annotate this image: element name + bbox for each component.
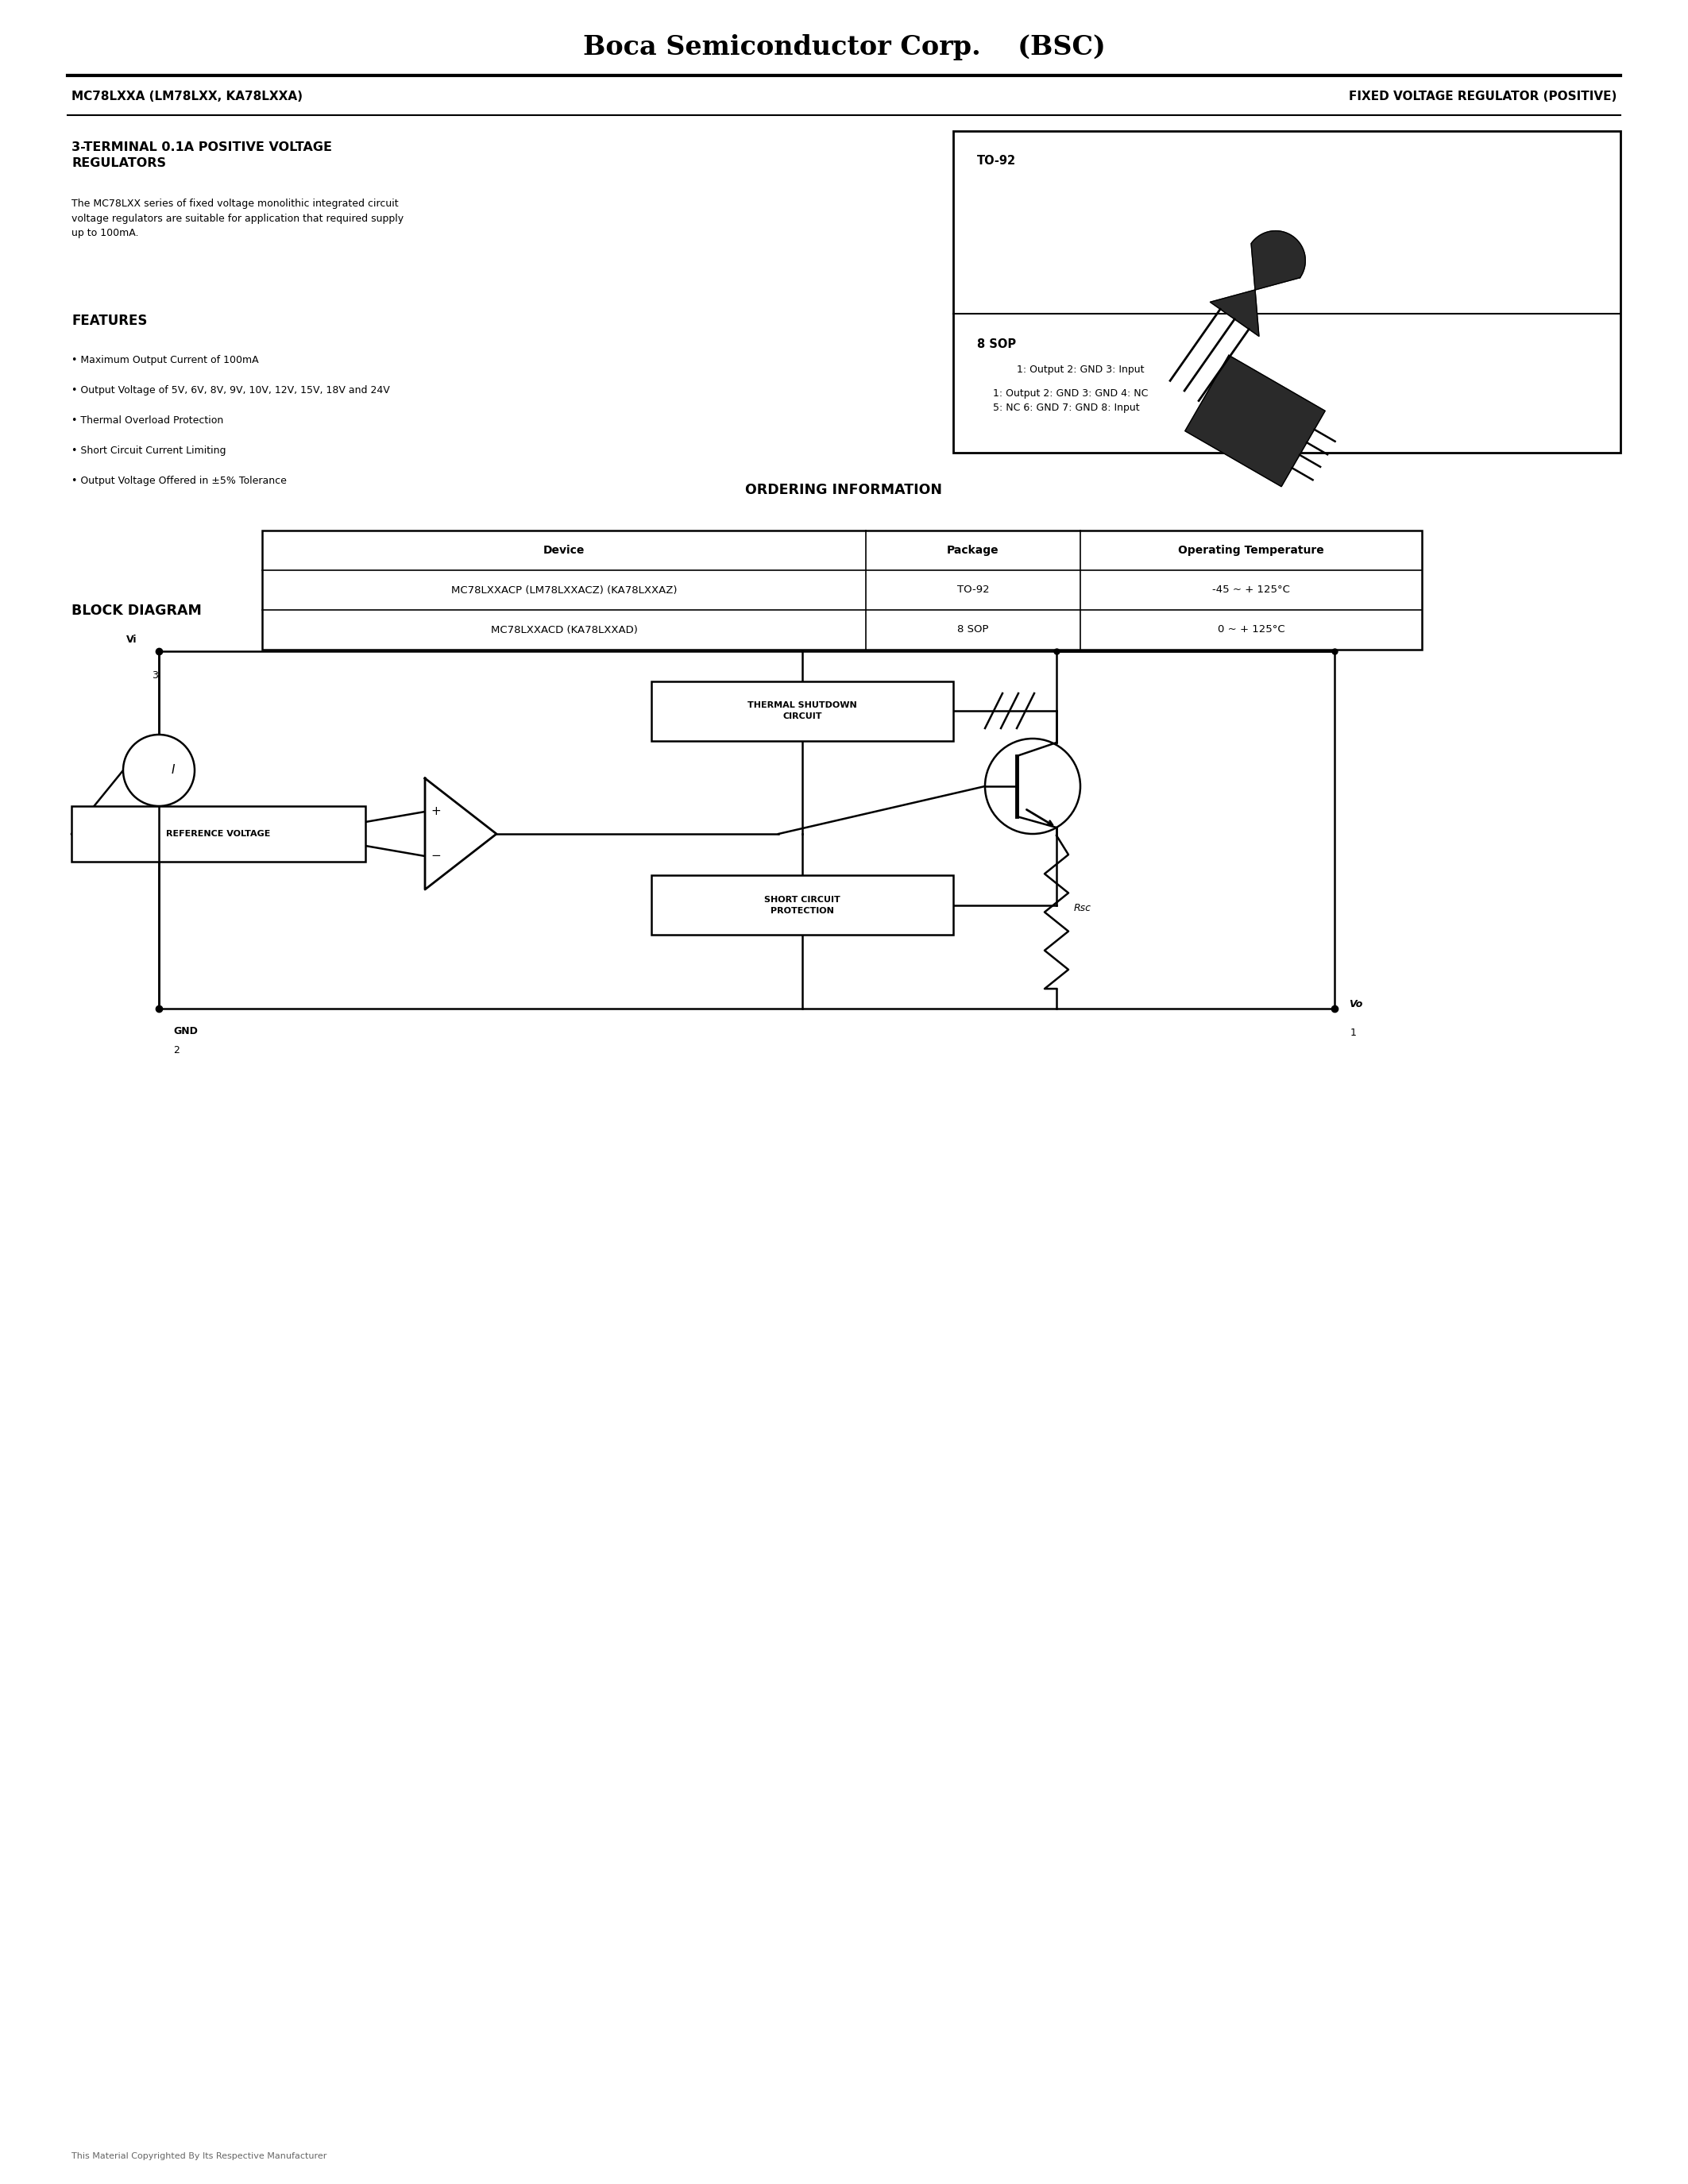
Text: Rsc: Rsc — [1074, 902, 1092, 913]
Text: MC78LXXACP (LM78LXXACZ) (KA78LXXAZ): MC78LXXACP (LM78LXXACZ) (KA78LXXAZ) — [451, 585, 677, 596]
Polygon shape — [1210, 232, 1305, 336]
Text: 1: Output 2: GND 3: GND 4: NC
5: NC 6: GND 7: GND 8: Input: 1: Output 2: GND 3: GND 4: NC 5: NC 6: G… — [993, 389, 1148, 413]
Bar — [652, 876, 954, 935]
Text: GND: GND — [174, 1026, 197, 1037]
Polygon shape — [425, 778, 496, 889]
Text: • Short Circuit Current Limiting: • Short Circuit Current Limiting — [71, 446, 226, 456]
Text: -45 ~ + 125°C: -45 ~ + 125°C — [1212, 585, 1290, 596]
Bar — [71, 806, 365, 863]
Circle shape — [123, 734, 194, 806]
Text: • Maximum Output Current of 100mA: • Maximum Output Current of 100mA — [71, 356, 258, 365]
Text: −: − — [430, 850, 441, 863]
Bar — [652, 681, 954, 740]
Text: TO-92: TO-92 — [957, 585, 989, 596]
Text: FIXED VOLTAGE REGULATOR (POSITIVE): FIXED VOLTAGE REGULATOR (POSITIVE) — [1349, 92, 1617, 103]
Text: ORDERING INFORMATION: ORDERING INFORMATION — [746, 483, 942, 498]
Text: 3: 3 — [152, 670, 159, 679]
Text: 1: 1 — [1350, 1026, 1357, 1037]
Text: MC78LXXA (LM78LXX, KA78LXXA): MC78LXXA (LM78LXX, KA78LXXA) — [71, 92, 302, 103]
Polygon shape — [1185, 356, 1325, 487]
Text: MC78LXXACD (KA78LXXAD): MC78LXXACD (KA78LXXAD) — [491, 625, 638, 636]
Text: Vo: Vo — [1349, 1000, 1362, 1009]
Text: 8 SOP: 8 SOP — [977, 339, 1016, 349]
Text: Package: Package — [947, 544, 999, 557]
Text: THERMAL SHUTDOWN
CIRCUIT: THERMAL SHUTDOWN CIRCUIT — [748, 701, 858, 721]
Text: Operating Temperature: Operating Temperature — [1178, 544, 1323, 557]
Text: • Thermal Overload Protection: • Thermal Overload Protection — [71, 415, 223, 426]
Text: Device: Device — [544, 544, 584, 557]
Text: SHORT CIRCUIT
PROTECTION: SHORT CIRCUIT PROTECTION — [765, 895, 841, 915]
Text: I: I — [172, 764, 176, 775]
Text: FEATURES: FEATURES — [71, 314, 147, 328]
Text: Vi: Vi — [127, 636, 137, 644]
Bar — [262, 531, 1421, 649]
Text: • Output Voltage Offered in ±5% Tolerance: • Output Voltage Offered in ±5% Toleranc… — [71, 476, 287, 487]
Text: BLOCK DIAGRAM: BLOCK DIAGRAM — [71, 603, 201, 618]
Text: This Material Copyrighted By Its Respective Manufacturer: This Material Copyrighted By Its Respect… — [71, 2151, 327, 2160]
Text: 1: Output 2: GND 3: Input: 1: Output 2: GND 3: Input — [1016, 365, 1144, 373]
Text: 0 ~ + 125°C: 0 ~ + 125°C — [1217, 625, 1285, 636]
Text: REFERENCE VOLTAGE: REFERENCE VOLTAGE — [165, 830, 270, 839]
Text: 2: 2 — [174, 1044, 179, 1055]
Text: • Output Voltage of 5V, 6V, 8V, 9V, 10V, 12V, 15V, 18V and 24V: • Output Voltage of 5V, 6V, 8V, 9V, 10V,… — [71, 384, 390, 395]
Text: The MC78LXX series of fixed voltage monolithic integrated circuit
voltage regula: The MC78LXX series of fixed voltage mono… — [71, 199, 403, 238]
Bar — [954, 131, 1620, 452]
Circle shape — [986, 738, 1080, 834]
Text: 3-TERMINAL 0.1A POSITIVE VOLTAGE
REGULATORS: 3-TERMINAL 0.1A POSITIVE VOLTAGE REGULAT… — [71, 142, 333, 168]
Text: TO-92: TO-92 — [977, 155, 1016, 168]
Text: +: + — [430, 806, 441, 817]
Text: 8 SOP: 8 SOP — [957, 625, 989, 636]
Text: Boca Semiconductor Corp.    (BSC): Boca Semiconductor Corp. (BSC) — [582, 35, 1106, 61]
